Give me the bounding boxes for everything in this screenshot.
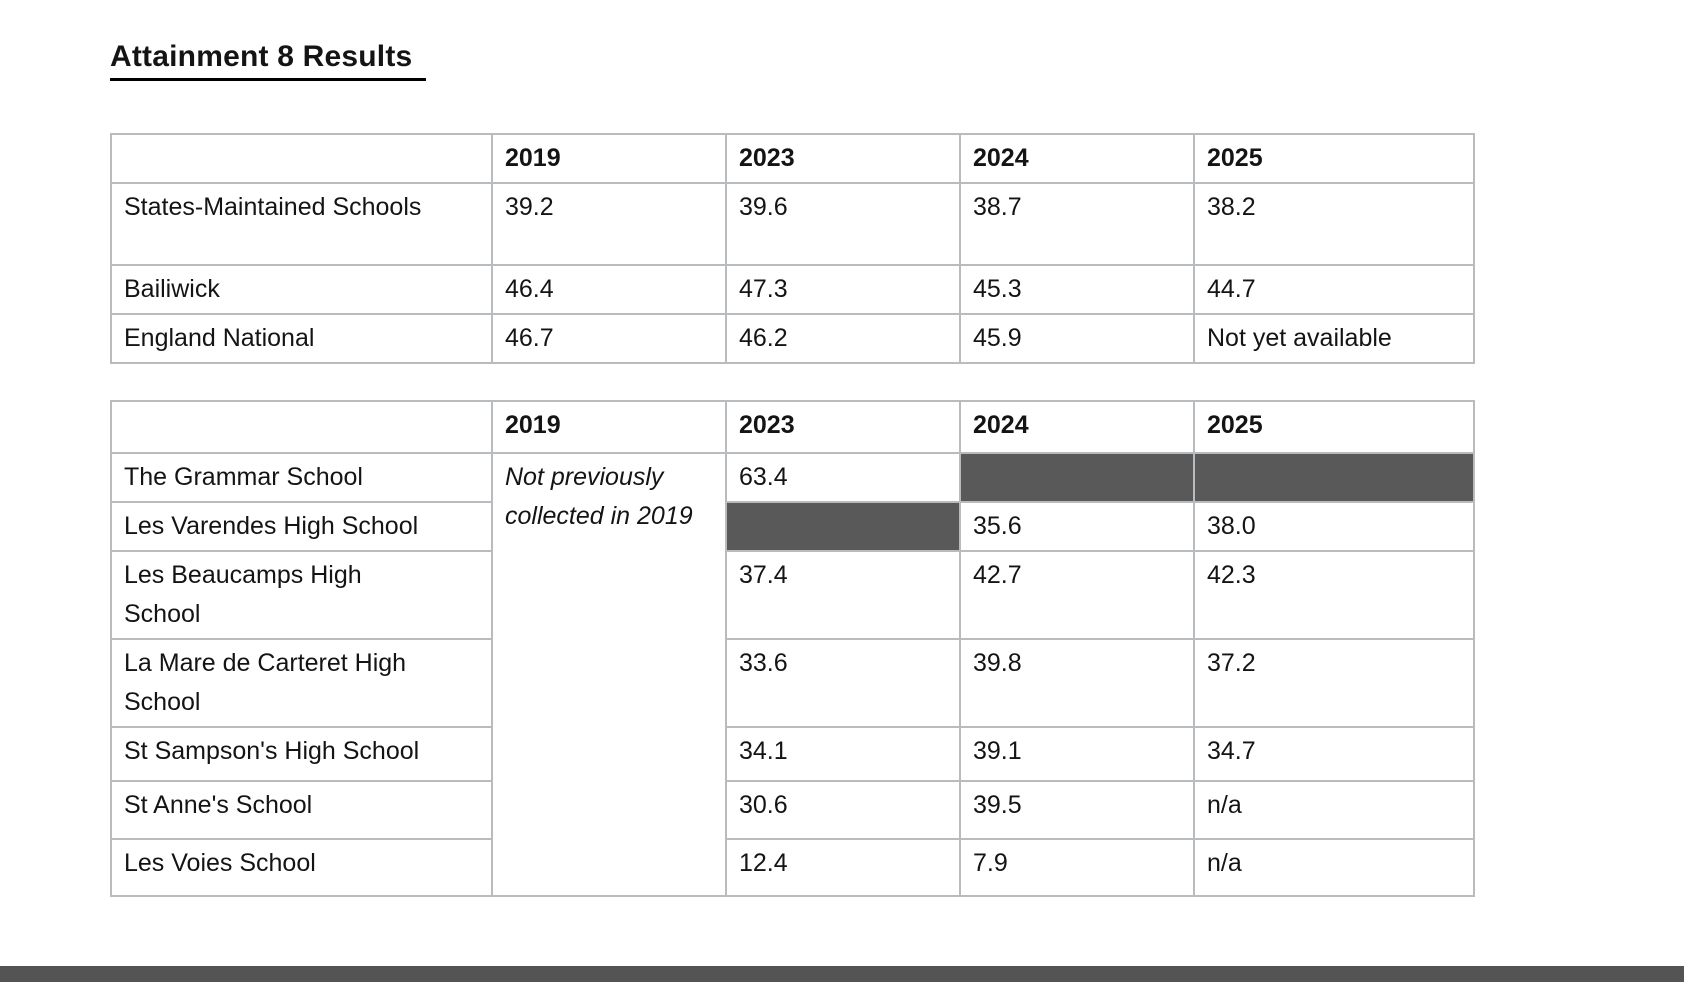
table-cell: 34.7	[1193, 726, 1475, 782]
table-cell: 35.6	[959, 501, 1195, 552]
table-cell: 37.4	[725, 550, 961, 640]
row-label-text: States-Maintained Schools	[124, 193, 422, 221]
column-header-2024: 2024	[959, 133, 1195, 184]
table-cell: 46.4	[491, 264, 727, 315]
school-results-table: 2019 2023 2024 2025 The Grammar School N…	[110, 400, 1475, 897]
workspace-edge-bar	[0, 966, 1684, 982]
table-cell: 42.7	[959, 550, 1195, 640]
table-cell: 44.7	[1193, 264, 1475, 315]
table-cell: 39.1	[959, 726, 1195, 782]
table-row: St Anne's School 30.6 39.5 n/a	[110, 780, 1475, 840]
table-cell: n/a	[1193, 780, 1475, 840]
row-label: Les Varendes High School	[110, 501, 493, 552]
column-header-2025: 2025	[1193, 133, 1475, 184]
row-label-text: Les Voies School	[124, 849, 316, 877]
table-cell: 39.8	[959, 638, 1195, 728]
column-header-2023: 2023	[725, 133, 961, 184]
table-cell-redacted	[1193, 452, 1475, 503]
table-row: States-Maintained Schools 39.2 39.6 38.7…	[110, 182, 1475, 266]
row-label-text: Les Varendes High School	[124, 512, 419, 540]
overall-results-table: 2019 2023 2024 2025 States-Maintained Sc…	[110, 133, 1475, 364]
table-cell-redacted	[959, 452, 1195, 503]
table-cell: 63.4	[725, 452, 961, 503]
table-cell: 39.6	[725, 182, 961, 266]
column-header-2019: 2019	[491, 133, 727, 184]
row-label: The Grammar School	[110, 452, 493, 503]
table-cell: 42.3	[1193, 550, 1475, 640]
row-label-text: St Anne's School	[124, 791, 313, 819]
table-row: Les Beaucamps High School 37.4 42.7 42.3	[110, 550, 1475, 640]
row-label-text: The Grammar School	[124, 463, 363, 491]
row-label-text: St Sampson's High School	[124, 737, 420, 765]
table-cell: Not yet available	[1193, 313, 1475, 364]
table-cell: 38.2	[1193, 182, 1475, 266]
row-label: St Sampson's High School	[110, 726, 493, 782]
table-row: Les Varendes High School 35.6 38.0	[110, 501, 1475, 552]
table-cell: 33.6	[725, 638, 961, 728]
row-label: La Mare de Carteret High School	[110, 638, 493, 728]
table-row: The Grammar School Not previously collec…	[110, 452, 1475, 897]
table-header-row: 2019 2023 2024 2025	[110, 400, 1475, 454]
table-row: Les Voies School 12.4 7.9 n/a	[110, 838, 1475, 897]
table-cell: n/a	[1193, 838, 1475, 897]
row-label: Bailiwick	[110, 264, 493, 315]
table-cell: 30.6	[725, 780, 961, 840]
table-cell: 12.4	[725, 838, 961, 897]
row-label-text: England National	[124, 324, 315, 352]
table-row: Bailiwick 46.4 47.3 45.3 44.7	[110, 264, 1475, 315]
row-label: Les Voies School	[110, 838, 493, 897]
table-cell-redacted	[725, 501, 961, 552]
table-row: England National 46.7 46.2 45.9 Not yet …	[110, 313, 1475, 364]
table-row: St Sampson's High School 34.1 39.1 34.7	[110, 726, 1475, 782]
not-collected-2019-note: Not previously collected in 2019	[491, 452, 727, 897]
table-cell: 39.2	[491, 182, 727, 266]
table-cell: 46.7	[491, 313, 727, 364]
row-label-text: Les Beaucamps High School	[124, 561, 362, 628]
table-cell: 34.1	[725, 726, 961, 782]
row-label: St Anne's School	[110, 780, 493, 840]
column-header-blank	[110, 400, 493, 454]
table-cell: 39.5	[959, 780, 1195, 840]
table-row: La Mare de Carteret High School 33.6 39.…	[110, 638, 1475, 728]
column-header-2024: 2024	[959, 400, 1195, 454]
table-cell: 7.9	[959, 838, 1195, 897]
column-header-2019: 2019	[491, 400, 727, 454]
row-label: England National	[110, 313, 493, 364]
column-header-blank	[110, 133, 493, 184]
table-cell: 45.3	[959, 264, 1195, 315]
page-title: Attainment 8 Results	[110, 40, 427, 81]
column-header-2025: 2025	[1193, 400, 1475, 454]
table-cell: 46.2	[725, 313, 961, 364]
table-cell: 45.9	[959, 313, 1195, 364]
row-label-text: La Mare de Carteret High School	[124, 649, 407, 716]
row-label: States-Maintained Schools	[110, 182, 493, 266]
table-cell: 38.7	[959, 182, 1195, 266]
table-cell: 37.2	[1193, 638, 1475, 728]
column-header-2023: 2023	[725, 400, 961, 454]
row-label-text: Bailiwick	[124, 275, 220, 303]
row-label: Les Beaucamps High School	[110, 550, 493, 640]
table-cell: 38.0	[1193, 501, 1475, 552]
table-header-row: 2019 2023 2024 2025	[110, 133, 1475, 184]
table-cell: 47.3	[725, 264, 961, 315]
